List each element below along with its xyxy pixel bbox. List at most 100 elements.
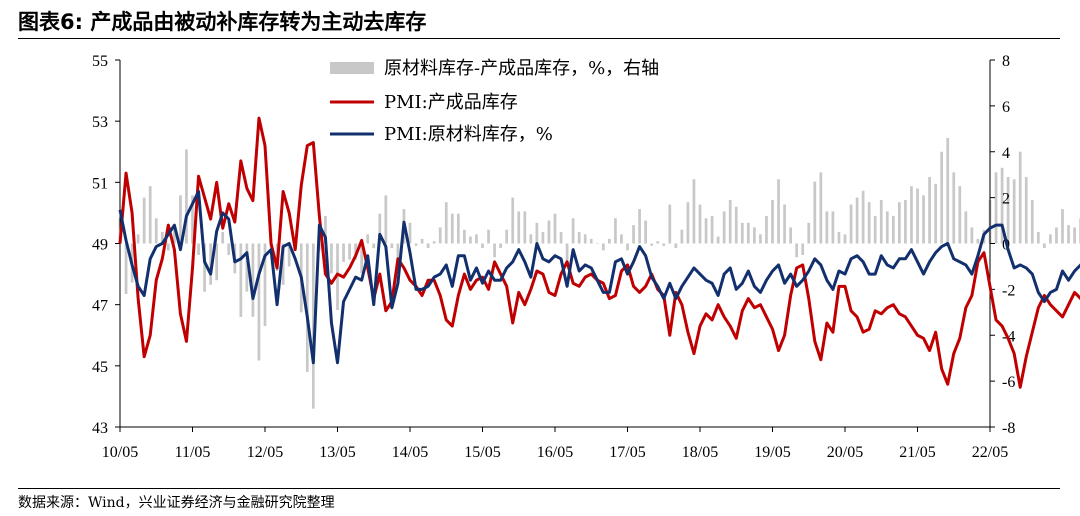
diff-bar [867,202,871,244]
x-tick-label: 10/05 [102,444,138,461]
x-tick-label: 14/05 [392,444,428,461]
diff-bar [420,238,424,244]
diff-bar [438,227,442,244]
diff-bar [734,206,738,244]
diff-bar [904,199,907,244]
diff-bar [710,215,714,244]
diff-bar [469,236,472,244]
left-tick-label: 53 [92,114,108,131]
chart-title: 图表6: 产成品由被动补库存转为主动去库存 [18,10,427,34]
diff-bar [746,222,750,244]
x-tick-label: 16/05 [537,444,573,461]
diff-bar [444,202,448,244]
diff-bar [1043,243,1046,249]
legend-bar-swatch [330,62,374,74]
diff-bar [1067,225,1070,244]
diff-bar [1018,151,1022,244]
diff-bar [324,215,327,244]
diff-bar [450,213,454,244]
diff-bar [638,209,641,244]
diff-bar [505,229,509,244]
diff-bar [523,211,527,244]
diff-bar [378,213,382,244]
diff-bar [372,243,376,249]
diff-bar [692,179,696,244]
diff-bar [898,202,901,244]
diff-bar [559,232,563,244]
diff-bar [124,243,128,294]
diff-bar [650,243,654,246]
x-tick-label: 21/05 [899,444,935,461]
diff-bar [614,218,617,244]
x-tick-label: 19/05 [754,444,790,461]
diff-bar [245,243,249,292]
diff-bar [680,229,684,244]
diff-bar [493,243,496,258]
left-tick-label: 45 [92,359,108,376]
diff-bar [716,236,720,244]
diff-bar [547,220,551,244]
right-tick-label: 8 [1002,53,1010,70]
diff-bar [940,151,944,244]
diff-bar [553,213,557,244]
diff-bar [922,195,925,244]
diff-bar [348,243,351,260]
diff-bar [632,225,635,244]
diff-bar [571,218,575,244]
diff-bar [704,218,708,244]
diff-bar [511,197,515,244]
diff-bar [414,243,418,246]
diff-bar [1006,176,1010,244]
diff-bar [148,186,152,244]
diff-bar [354,243,357,260]
diff-bar [626,243,629,251]
left-tick-label: 51 [92,175,108,192]
diff-bar [952,172,956,244]
left-tick-label: 49 [92,237,108,254]
diff-bar [728,199,732,244]
diff-bar [173,225,176,244]
diff-bar [928,176,931,244]
diff-bar [142,197,146,244]
diff-bar [384,195,388,244]
diff-bar [589,238,593,244]
diff-bar [396,243,400,262]
diff-bar [783,204,786,244]
diff-bar [849,204,853,244]
right-tick-label: 2 [1002,191,1010,208]
diff-bar [203,243,206,292]
diff-bar [976,238,980,244]
diff-bar [885,211,889,244]
diff-bar [662,243,666,246]
diff-bar [795,243,799,258]
diff-bar [771,199,774,244]
diff-bar [499,243,502,249]
diff-bar [753,227,756,244]
diff-bar [801,243,805,255]
diff-bar [463,229,466,244]
legend-label: PMI:原材料库存，% [384,124,553,145]
diff-bar [281,243,285,285]
right-tick-label: -2 [1002,282,1015,299]
diff-bar [879,199,883,244]
diff-bar [686,202,690,244]
legend-label: 原材料库存-产成品库存，%，右轴 [384,58,659,79]
diff-bar [1012,179,1016,244]
footer-rule [18,488,1060,489]
diff-bar [674,243,678,249]
diff-bar [994,172,998,244]
diff-bar [185,149,188,244]
diff-bar [855,197,859,244]
diff-bar [916,188,919,244]
left-tick-label: 47 [92,298,108,315]
diff-bar [565,243,569,262]
diff-bar [1055,227,1058,244]
diff-bar [263,243,267,327]
diff-bar [529,234,533,244]
title-rule [18,38,1060,39]
diff-bar [608,238,611,244]
diff-bar [831,211,835,244]
diff-bar [813,181,817,244]
diff-bar [251,243,255,317]
